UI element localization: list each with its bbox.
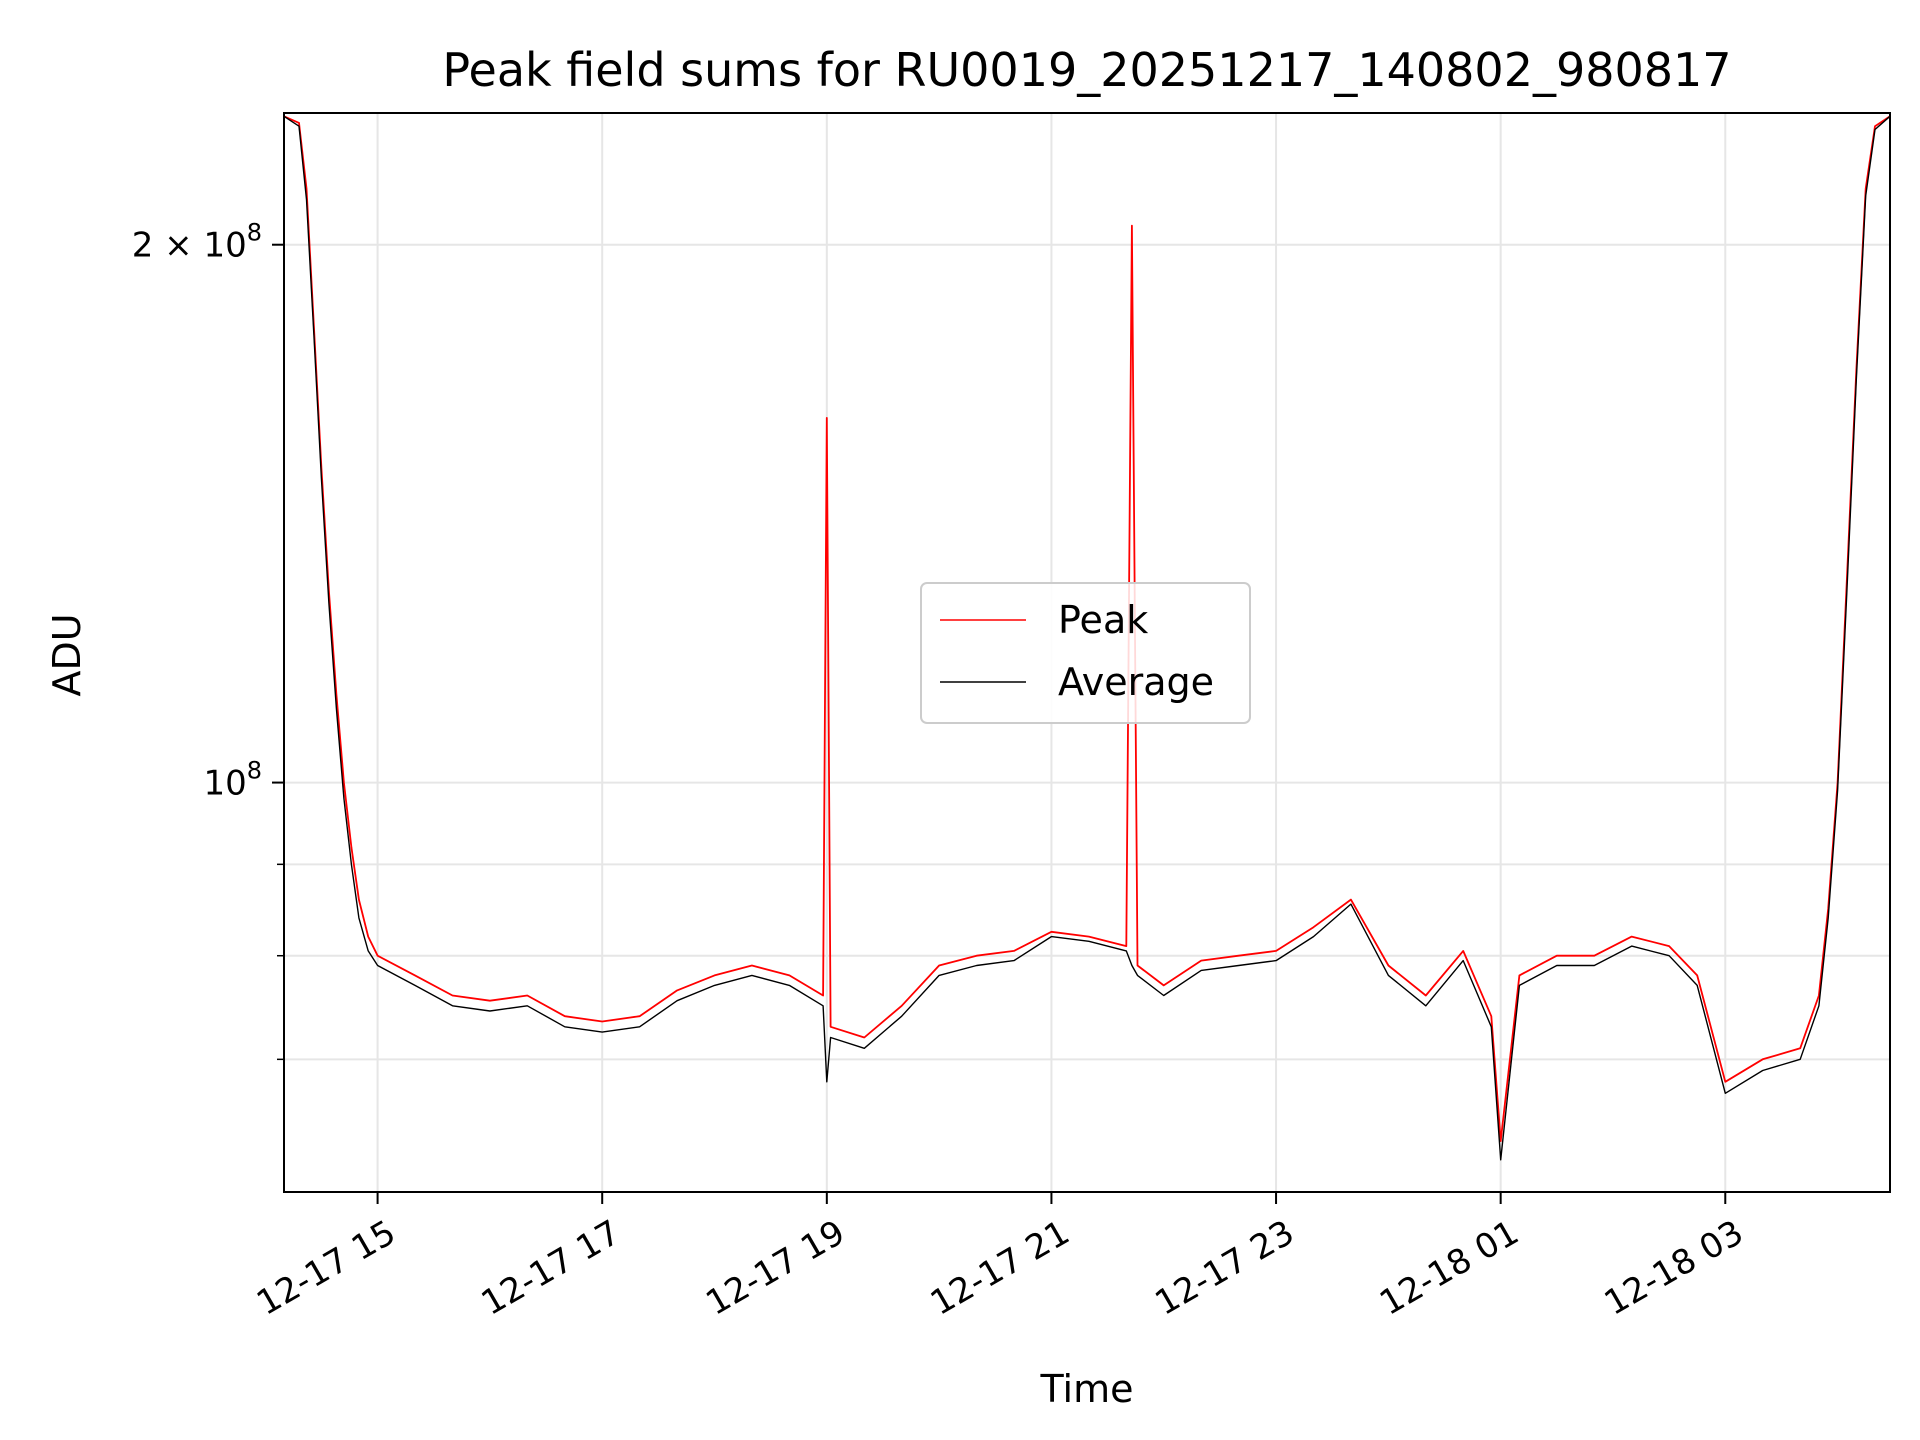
- legend-label-peak: Peak: [1058, 598, 1148, 642]
- y-axis-ticks: 108 2 × 108: [132, 219, 284, 1061]
- legend: Peak Average: [920, 582, 1251, 724]
- x-tick-label: 12-17 17: [475, 1213, 627, 1324]
- x-axis-ticks: 12-17 15 12-17 17 12-17 19 12-17 21 12-17 23…: [250, 1192, 1750, 1324]
- chart-title: Peak field sums for RU0019_20251217_1408…: [442, 43, 1731, 97]
- x-tick-label: 12-17 19: [699, 1213, 851, 1324]
- x-axis-label: Time: [1040, 1367, 1134, 1411]
- x-tick-label: 12-17 15: [250, 1213, 402, 1324]
- legend-label-average: Average: [1058, 660, 1214, 704]
- series-line-average: [284, 115, 1890, 1161]
- y-axis-label: ADU: [45, 613, 89, 696]
- y-tick-label: 108: [203, 757, 262, 804]
- x-tick-label: 12-17 21: [924, 1213, 1076, 1324]
- legend-box: [920, 582, 1251, 724]
- plot-frame: [283, 112, 1891, 1193]
- x-tick-label: 12-18 01: [1373, 1213, 1525, 1324]
- series-layer: [284, 115, 1890, 1161]
- grid-layer: [284, 113, 1890, 1192]
- x-tick-label: 12-18 03: [1598, 1213, 1750, 1324]
- x-tick-label: 12-17 23: [1149, 1213, 1301, 1324]
- y-tick-label: 2 × 108: [132, 219, 262, 266]
- series-line-peak: [284, 115, 1890, 1142]
